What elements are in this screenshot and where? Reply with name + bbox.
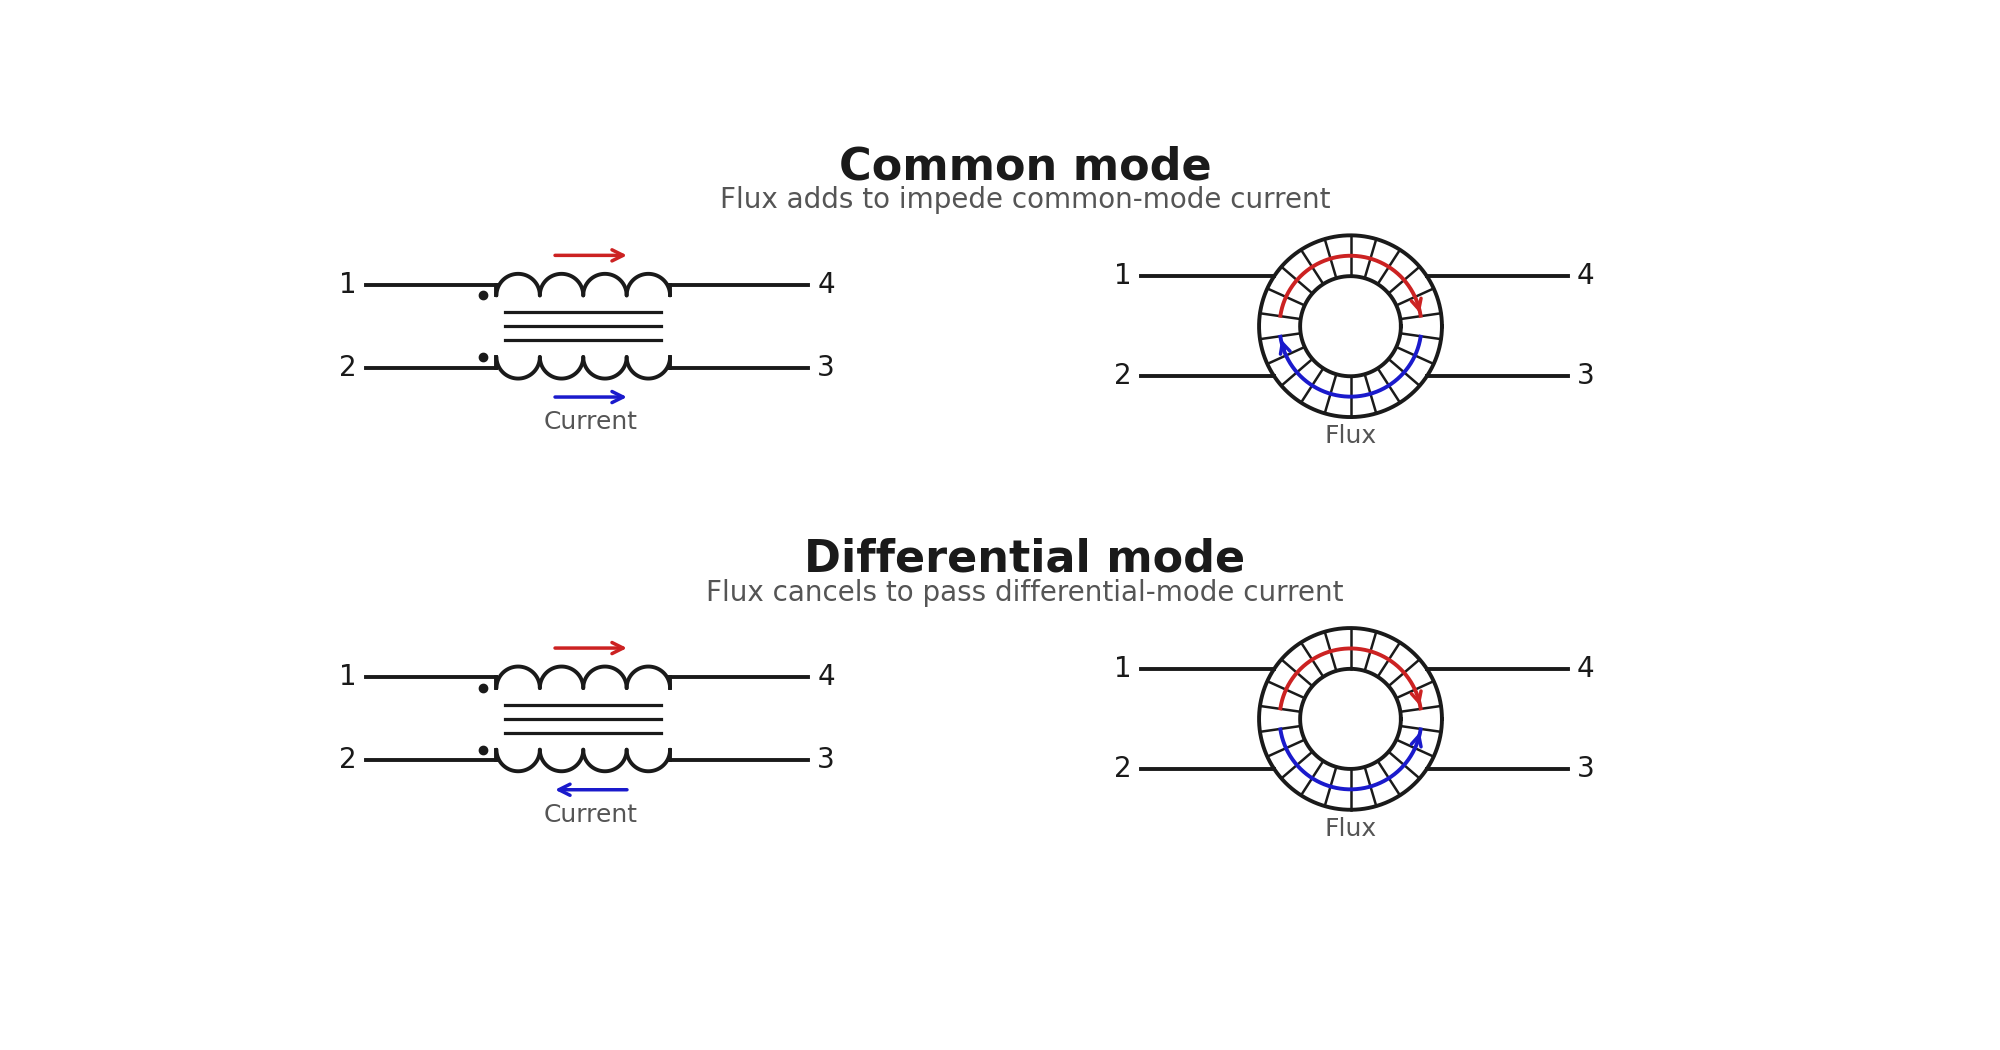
Text: 4: 4 — [818, 271, 834, 298]
Text: 1: 1 — [1114, 262, 1132, 290]
Text: Flux: Flux — [1324, 817, 1376, 841]
Text: 2: 2 — [1114, 362, 1132, 391]
Text: Current: Current — [544, 803, 638, 826]
Text: Differential mode: Differential mode — [804, 538, 1246, 581]
Text: 3: 3 — [818, 354, 836, 382]
Text: 3: 3 — [1576, 755, 1594, 783]
Text: Common mode: Common mode — [838, 145, 1212, 188]
Text: Flux cancels to pass differential-mode current: Flux cancels to pass differential-mode c… — [706, 579, 1344, 607]
Text: 1: 1 — [340, 664, 356, 691]
Text: 3: 3 — [1576, 362, 1594, 391]
Text: Flux: Flux — [1324, 424, 1376, 448]
Text: 1: 1 — [1114, 655, 1132, 683]
Text: 4: 4 — [1576, 262, 1594, 290]
Text: 2: 2 — [340, 354, 356, 382]
Text: 2: 2 — [1114, 755, 1132, 783]
Text: Current: Current — [544, 411, 638, 434]
Text: Flux adds to impede common-mode current: Flux adds to impede common-mode current — [720, 186, 1330, 214]
Text: 2: 2 — [340, 747, 356, 775]
Text: 3: 3 — [818, 747, 836, 775]
Text: 1: 1 — [340, 271, 356, 298]
Text: 4: 4 — [1576, 655, 1594, 683]
Text: 4: 4 — [818, 664, 834, 691]
